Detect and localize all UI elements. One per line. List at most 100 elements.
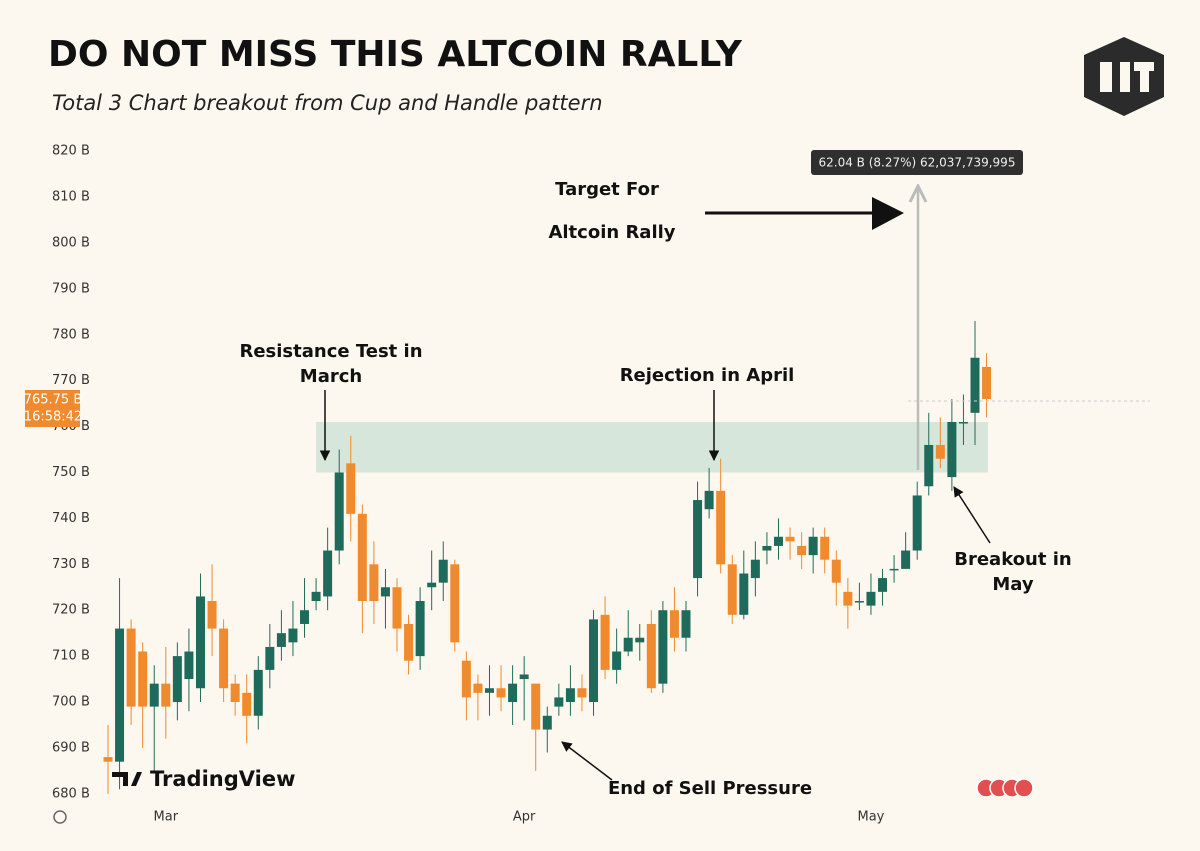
- tv-logo: [112, 772, 142, 786]
- candle-body: [958, 422, 968, 424]
- candle-body: [427, 582, 437, 588]
- candle-body: [878, 578, 888, 592]
- annotation: Rejection in April: [620, 365, 795, 386]
- y-tick-label: 720 B: [52, 603, 90, 618]
- candle-body: [935, 444, 945, 459]
- candle-body: [195, 596, 205, 689]
- x-tick-label: May: [858, 810, 885, 825]
- candle-body: [982, 366, 992, 400]
- price-tag-text: 16:58:42: [24, 410, 82, 425]
- candle-body: [438, 559, 448, 583]
- y-tick-label: 790 B: [52, 281, 90, 296]
- candle-body: [554, 697, 564, 707]
- candle-body: [415, 601, 425, 657]
- candle-body: [172, 656, 182, 703]
- candle-body: [473, 683, 483, 693]
- candle-body: [750, 559, 760, 579]
- candle-body: [970, 357, 980, 413]
- candle-body: [334, 472, 344, 551]
- chart-title: DO NOT MISS THIS ALTCOIN RALLY: [48, 34, 743, 75]
- candle-body: [184, 651, 194, 680]
- y-tick-label: 800 B: [52, 235, 90, 250]
- annotation-arrow: [953, 486, 991, 544]
- y-tick-label: 700 B: [52, 695, 90, 710]
- candle-body: [612, 651, 622, 670]
- candle-body: [565, 688, 575, 703]
- candle-body: [219, 628, 229, 689]
- candle-body: [253, 669, 263, 716]
- candle-body: [323, 550, 333, 597]
- candle-body: [947, 422, 957, 478]
- candle-body: [623, 637, 633, 652]
- candle-body: [739, 573, 749, 615]
- settings-icon[interactable]: [53, 810, 67, 824]
- candle-body: [207, 601, 217, 629]
- candle-body: [669, 610, 679, 638]
- annotation: End of Sell Pressure: [608, 778, 812, 799]
- candle-body: [889, 568, 899, 571]
- candle-body: [138, 651, 148, 707]
- y-tick-label: 780 B: [52, 327, 90, 342]
- candle-body: [681, 610, 691, 638]
- candle-body: [404, 623, 414, 661]
- candle-body: [924, 444, 934, 487]
- annotation: Resistance Test in: [239, 341, 422, 362]
- candle-body: [519, 674, 529, 680]
- y-tick-label: 740 B: [52, 511, 90, 526]
- y-tick-label: 690 B: [52, 740, 90, 755]
- candle-body: [716, 490, 726, 565]
- candle-body: [496, 688, 506, 698]
- candle-body: [646, 623, 656, 689]
- watermark: TradingView: [150, 767, 295, 791]
- candle-body: [589, 619, 599, 703]
- candle-body: [831, 559, 841, 583]
- x-tick-label: Apr: [513, 810, 536, 825]
- annotation: Altcoin Rally: [548, 222, 675, 243]
- candle-body: [635, 637, 645, 643]
- price-tag-text: 765.75 B: [24, 393, 83, 408]
- candle-body: [380, 587, 390, 597]
- candle-body: [531, 683, 541, 730]
- candle-body: [797, 545, 807, 556]
- candle-body: [866, 591, 876, 606]
- candle-body: [300, 610, 310, 624]
- candle-body: [484, 688, 494, 693]
- y-tick-label: 710 B: [52, 649, 90, 664]
- flags: [976, 778, 1034, 798]
- candle-body: [369, 564, 379, 602]
- resistance-zone: [316, 422, 988, 473]
- measure-box: [811, 150, 1023, 175]
- subtitle: Total 3 Chart breakout from Cup and Hand…: [52, 91, 603, 115]
- y-tick-label: 680 B: [52, 786, 90, 801]
- candle-body: [542, 715, 552, 730]
- candle-body: [577, 688, 587, 698]
- candle-body: [126, 628, 136, 707]
- candle-body: [357, 513, 367, 602]
- candle-body: [854, 601, 864, 603]
- candle-body: [658, 610, 668, 684]
- annotation-arrow: [561, 741, 613, 781]
- candle-body: [912, 495, 922, 551]
- candle-body: [450, 564, 460, 643]
- y-tick-label: 770 B: [52, 373, 90, 388]
- candle-body: [843, 591, 853, 606]
- candle-body: [149, 683, 159, 707]
- y-tick-label: 810 B: [52, 190, 90, 205]
- annotation: Breakout in: [954, 549, 1071, 570]
- logo: [1084, 37, 1164, 116]
- candle-body: [265, 646, 275, 670]
- x-tick-label: Mar: [154, 810, 179, 825]
- candle-body: [693, 500, 703, 579]
- target-arrowhead: [872, 197, 904, 230]
- candle-body: [242, 692, 252, 716]
- candle-body: [773, 536, 783, 546]
- candle-body: [820, 536, 830, 560]
- candle-body: [461, 660, 471, 698]
- annotation: May: [992, 574, 1034, 595]
- candle-body: [115, 628, 125, 762]
- candle-body: [762, 545, 772, 551]
- candle-body: [161, 683, 171, 707]
- candle-body: [808, 536, 818, 556]
- candle-body: [727, 564, 737, 615]
